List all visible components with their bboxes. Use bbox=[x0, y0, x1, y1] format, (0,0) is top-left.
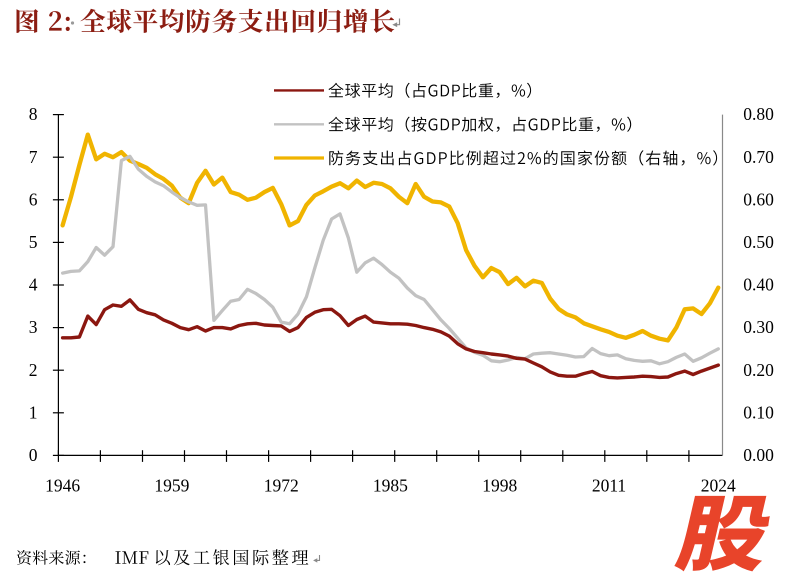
svg-text:1959: 1959 bbox=[154, 476, 189, 496]
svg-text:0.50: 0.50 bbox=[743, 232, 774, 252]
svg-text:6: 6 bbox=[29, 189, 38, 209]
svg-text:5: 5 bbox=[29, 232, 38, 252]
svg-text:8: 8 bbox=[29, 104, 38, 124]
svg-text:1972: 1972 bbox=[264, 476, 299, 496]
svg-text:2: 2 bbox=[29, 360, 38, 380]
svg-text:0.30: 0.30 bbox=[743, 317, 774, 337]
svg-text:0.10: 0.10 bbox=[743, 402, 774, 422]
svg-text:0.40: 0.40 bbox=[743, 275, 774, 295]
svg-text:4: 4 bbox=[29, 275, 38, 295]
svg-text:1998: 1998 bbox=[482, 476, 517, 496]
svg-text:0.00: 0.00 bbox=[743, 445, 774, 465]
svg-text:1: 1 bbox=[29, 402, 38, 422]
svg-text:2024: 2024 bbox=[701, 476, 736, 496]
svg-text:0: 0 bbox=[29, 445, 38, 465]
svg-text:0.70: 0.70 bbox=[743, 147, 774, 167]
svg-text:2011: 2011 bbox=[592, 476, 626, 496]
svg-text:3: 3 bbox=[29, 317, 38, 337]
svg-text:1985: 1985 bbox=[373, 476, 408, 496]
svg-text:7: 7 bbox=[29, 147, 38, 167]
svg-text:0.60: 0.60 bbox=[743, 189, 774, 209]
svg-text:0.20: 0.20 bbox=[743, 360, 774, 380]
svg-text:1946: 1946 bbox=[45, 476, 80, 496]
svg-text:0.80: 0.80 bbox=[743, 104, 774, 124]
